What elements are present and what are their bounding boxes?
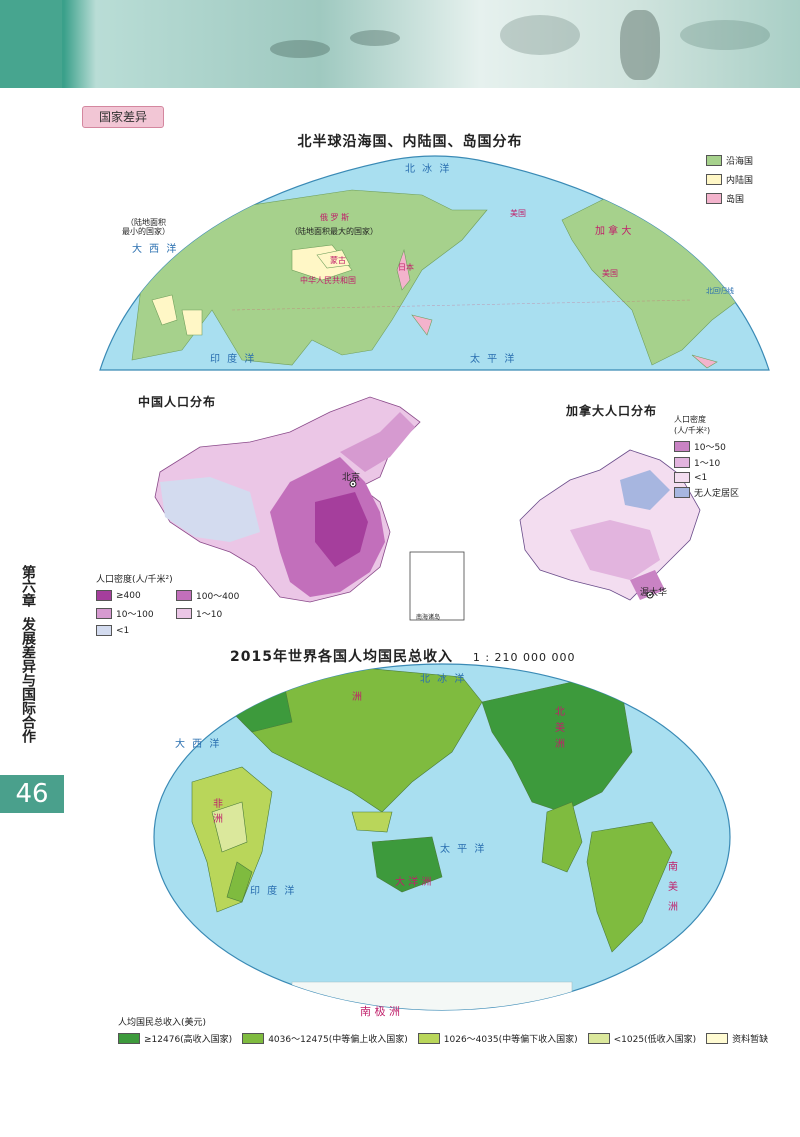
map1-legend: 沿海国 内陆国 岛国 [706,154,753,205]
legend-item: ≥12476(高收入国家) [118,1032,232,1045]
map4-label-sa1: 南 [668,862,678,873]
map1-label-mongolia: 蒙古 [330,256,346,265]
legend-label: 4036～12475(中等偏上收入国家) [268,1035,408,1045]
map1-label-canada: 加 拿 大 [595,226,632,237]
map4-sea-arctic: 北 冰 洋 [420,674,467,685]
map4-label-asia: 洲 [352,692,362,703]
map1-label-usa: 美国 [510,209,526,218]
legend-title: 人均国民总收入(美元) [118,1018,207,1028]
section-tag: 国家差异 [82,106,164,128]
map1-sea-atlantic: 大 西 洋 [132,244,179,255]
map4-scale: 1 : 210 000 000 [472,651,576,664]
legend-label: 1～10 [694,459,721,469]
legend-item: 100～400 [176,589,256,602]
map4-label-sa3: 洲 [668,902,678,913]
map4-label-africa1: 非 [213,799,223,810]
map4-label-na2: 美 [555,723,565,734]
legend-item: 1～10 [176,607,256,620]
map4-label-africa2: 洲 [213,814,223,825]
legend-label: 10～100 [116,610,154,620]
map1-title: 北半球沿海国、内陆国、岛国分布 [297,134,523,150]
map1-label-russia-note: （陆地面积最大的国家） [290,227,378,236]
legend-title: 人口密度(人/千米²) [96,575,173,585]
side-chapter: 第六章 发展差异与国际合作 [20,565,44,743]
map4-sea-pacific: 太 平 洋 [440,844,487,855]
map1-label-japan: 日本 [398,263,414,272]
legend-item: 沿海国 [706,154,753,167]
chapter-number: 第六章 [20,565,36,607]
map1-label-russia: 俄 罗 斯 [320,213,350,222]
legend-label: 1～10 [196,610,223,620]
map4-title: 2015年世界各国人均国民总收入 [230,649,453,665]
map1-sea-indian: 印 度 洋 [210,354,257,365]
map2-inset-label: 南海诸岛 [416,614,441,621]
header-photo-banner [0,0,800,88]
map3-title: 加拿大人口分布 [566,404,658,418]
legend-label: 10～50 [694,443,726,453]
map1-label-usa2: 美国 [602,269,618,278]
map4-legend: 人均国民总收入(美元) ≥12476(高收入国家) 4036～12475(中等偏… [118,1015,788,1045]
map1-sea-pacific: 太 平 洋 [470,354,517,365]
map4-sea-indian: 印 度 洋 [250,886,297,897]
map3-city-ottawa: 渥太华 [640,588,668,598]
map2-city-beijing: 北京 [342,473,361,483]
legend-item: <1 [674,472,739,483]
map2-china-population [154,396,465,621]
legend-item: <1025(低收入国家) [587,1032,697,1045]
map4-label-oceania: 大 洋 洲 [395,877,432,888]
map3-legend: 人口密度 (人/千米²) 10～50 1～10 <1 无人定居区 [674,414,739,499]
legend-item: 资料暂缺 [706,1032,768,1045]
legend-label: 沿海国 [726,157,754,167]
header-color-bar [0,0,62,88]
map4-label-na3: 洲 [555,739,565,750]
map4-label-na1: 北 [555,707,565,718]
legend-label: 内陆国 [726,176,754,186]
legend-item: <1 [96,625,176,636]
legend-label: 100～400 [196,592,240,602]
legend-item: 4036～12475(中等偏上收入国家) [242,1032,408,1045]
legend-label: ≥12476(高收入国家) [144,1035,233,1045]
legend-label: 岛国 [726,195,745,205]
legend-item: 1～10 [674,456,739,469]
legend-item: 无人定居区 [674,486,739,499]
legend-title: 人口密度 (人/千米²) [674,415,711,435]
legend-label: 资料暂缺 [732,1035,769,1045]
legend-label: 无人定居区 [694,489,740,499]
map1-northern-hemisphere [99,155,770,371]
legend-item: 10～100 [96,607,176,620]
map4-sea-atlantic: 大 西 洋 [175,739,222,750]
legend-label: 1026～4035(中等偏下收入国家) [443,1035,578,1045]
map4-world-income [153,663,731,1011]
map4-label-sa2: 美 [668,882,678,893]
legend-label: ≥400 [116,590,141,601]
map1-label-smallest: （陆地面积 最小的国家） [122,218,170,236]
map2-title: 中国人口分布 [138,395,217,409]
legend-item: 1026～4035(中等偏下收入国家) [417,1032,578,1045]
legend-item: 内陆国 [706,173,753,186]
map2-legend: 人口密度(人/千米²) ≥400 100～400 10～100 1～10 <1 [96,572,256,636]
legend-item: 岛国 [706,192,753,205]
legend-label: <1 [116,625,130,636]
legend-label: <1 [694,472,708,483]
map1-sea-arctic: 北 冰 洋 [405,164,452,175]
map1-label-china: 中华人民共和国 [300,276,356,285]
page-number: 46 [0,775,64,813]
chapter-title: 发展差异与国际合作 [20,617,36,743]
map3-canada-population [519,449,701,601]
legend-item: 10～50 [674,440,739,453]
map1-tropic-line: 北回归线 [706,287,734,295]
legend-label: <1025(低收入国家) [613,1035,697,1045]
legend-item: ≥400 [96,589,176,602]
map4-title-row: 2015年世界各国人均国民总收入 1 : 210 000 000 [230,646,630,666]
map4-label-antarctica: 南 极 洲 [360,1005,400,1018]
